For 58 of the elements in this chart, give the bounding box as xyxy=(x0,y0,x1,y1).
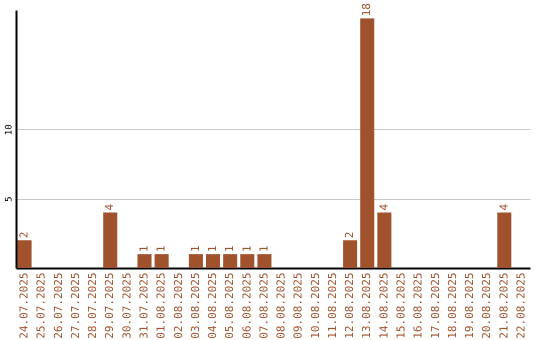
x-tick-label: 01.08.2025 xyxy=(154,272,168,339)
bar xyxy=(154,254,169,268)
x-tick-label: 21.08.2025 xyxy=(497,272,510,339)
bar xyxy=(360,18,374,268)
y-tick-label: 5 xyxy=(4,196,14,202)
y-tick-label: 10 xyxy=(4,124,14,136)
x-tick-label: 24.07.2025 xyxy=(18,272,31,339)
x-tick-label: 27.07.2025 xyxy=(68,272,82,339)
data-label: 1 xyxy=(206,246,220,252)
data-label: 1 xyxy=(138,246,150,252)
bar xyxy=(206,254,220,268)
data-label: 4 xyxy=(103,204,116,211)
x-tick-label: 06.08.2025 xyxy=(240,272,254,339)
bar xyxy=(377,212,392,268)
x-tick-label: 20.08.2025 xyxy=(480,272,494,339)
x-tick-label: 13.08.2025 xyxy=(360,272,374,339)
data-label: 4 xyxy=(497,204,510,211)
x-tick-label: 16.08.2025 xyxy=(412,272,425,339)
x-tick-label: 18.08.2025 xyxy=(446,272,459,339)
x-tick-label: 10.08.2025 xyxy=(308,272,322,339)
bar xyxy=(343,240,358,268)
x-tick-label: 09.08.2025 xyxy=(292,272,305,339)
x-tick-label: 25.07.2025 xyxy=(34,272,48,339)
x-tick-label: 04.08.2025 xyxy=(206,272,220,339)
data-label: 1 xyxy=(154,246,168,252)
x-tick-label: 26.07.2025 xyxy=(52,272,65,339)
data-label: 1 xyxy=(223,246,236,252)
bar xyxy=(137,254,152,268)
x-tick-label: 07.08.2025 xyxy=(257,272,270,339)
x-tick-label: 28.07.2025 xyxy=(86,272,100,339)
x-tick-label: 29.07.2025 xyxy=(103,272,116,339)
x-tick-label: 03.08.2025 xyxy=(188,272,202,339)
bar xyxy=(223,254,238,268)
x-tick-label: 05.08.2025 xyxy=(223,272,236,339)
bar xyxy=(188,254,203,268)
x-tick-label: 22.08.2025 xyxy=(514,272,528,339)
x-tick-label: 30.07.2025 xyxy=(120,272,134,339)
data-label: 1 xyxy=(257,246,270,252)
data-label: 2 xyxy=(343,232,356,238)
x-tick-label: 14.08.2025 xyxy=(377,272,390,339)
x-tick-label: 15.08.2025 xyxy=(394,272,408,339)
data-label: 18 xyxy=(360,3,374,16)
bar xyxy=(18,240,32,268)
bar xyxy=(257,254,272,268)
x-tick-label: 17.08.2025 xyxy=(428,272,442,339)
data-label: 1 xyxy=(188,246,202,252)
x-tick-label: 19.08.2025 xyxy=(463,272,476,339)
x-tick-label: 11.08.2025 xyxy=(326,272,339,339)
x-tick-label: 31.07.2025 xyxy=(138,272,150,339)
bar xyxy=(497,212,512,268)
bar xyxy=(240,254,254,268)
x-tick-label: 02.08.2025 xyxy=(172,272,185,339)
x-tick-label: 08.08.2025 xyxy=(274,272,288,339)
data-label: 1 xyxy=(240,246,254,252)
x-tick-label: 12.08.2025 xyxy=(343,272,356,339)
data-label: 2 xyxy=(18,232,31,238)
bar xyxy=(103,212,118,268)
data-label: 4 xyxy=(377,204,390,211)
